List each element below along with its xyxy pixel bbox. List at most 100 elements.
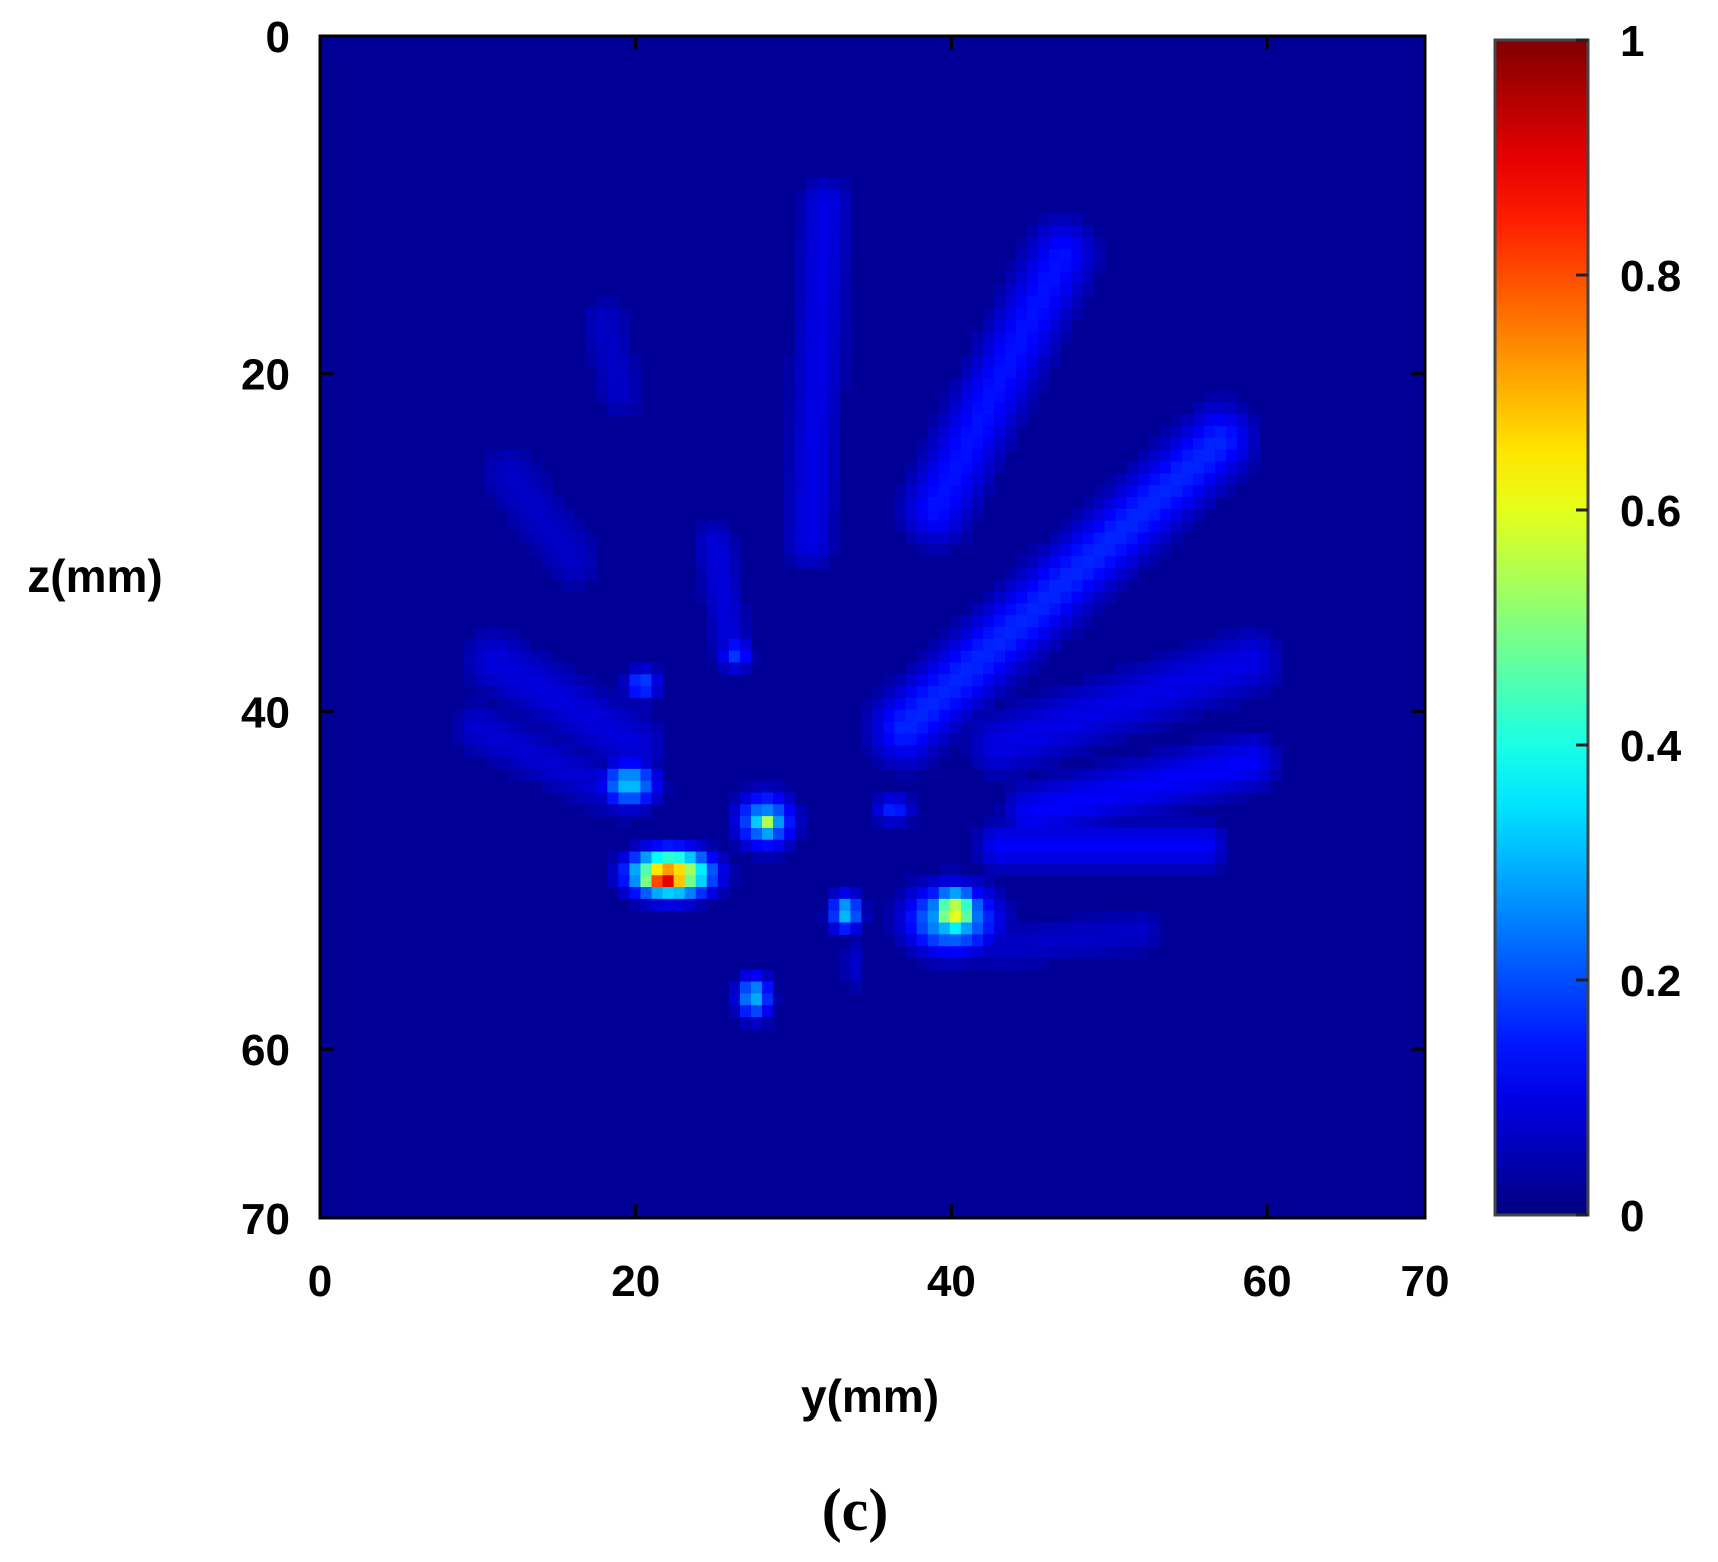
heat-cell: [994, 627, 1006, 640]
heat-cell: [629, 851, 642, 864]
heat-cell: [640, 662, 653, 675]
heat-cell: [1049, 851, 1061, 864]
heat-cell: [784, 449, 796, 463]
heat-cell: [596, 366, 608, 380]
heat-cell: [695, 556, 708, 569]
heat-cell: [1005, 378, 1017, 392]
x-axis-ticks: 0 20 40 60 70: [308, 36, 1449, 1306]
heat-cell: [1071, 745, 1084, 758]
heat-cell: [960, 390, 973, 404]
heat-cell: [1082, 567, 1095, 581]
heat-cell: [717, 556, 730, 569]
heat-cell: [1115, 934, 1128, 947]
heat-cell: [1226, 674, 1238, 687]
heat-cell: [1093, 579, 1106, 593]
heat-cell: [1027, 556, 1039, 569]
heat-cell: [1027, 402, 1039, 415]
heat-cell: [971, 638, 984, 652]
heat-cell: [529, 508, 542, 522]
heat-cell: [938, 496, 951, 510]
heat-cell: [695, 839, 708, 853]
heat-cell: [1192, 851, 1205, 864]
heat-cell: [651, 757, 664, 770]
heat-cell: [717, 544, 730, 557]
heat-cell: [916, 520, 929, 534]
heat-cell: [1049, 627, 1061, 640]
heat-cell: [640, 697, 653, 711]
heat-cell: [463, 650, 476, 664]
heat-cell: [518, 508, 531, 522]
heat-cell: [1159, 426, 1172, 439]
heat-cell: [640, 745, 653, 758]
heat-cell: [618, 697, 630, 711]
heat-cell: [1005, 957, 1017, 971]
heat-cell: [1104, 532, 1117, 545]
heat-cell: [949, 875, 962, 888]
heat-cell: [994, 887, 1006, 900]
heat-cell: [1181, 508, 1194, 522]
heat-cell: [596, 780, 608, 794]
heat-cell: [883, 709, 896, 723]
heat-cell: [784, 355, 796, 368]
heat-cell: [784, 827, 796, 841]
heat-cell: [1082, 284, 1095, 297]
heat-cell: [1071, 213, 1084, 226]
heat-cell: [574, 733, 586, 746]
heat-cell: [1060, 591, 1072, 604]
heat-cell: [905, 934, 918, 947]
heat-cell: [806, 402, 818, 415]
heat-cell: [949, 508, 962, 522]
heat-cell: [1082, 556, 1095, 569]
heat-cell: [695, 567, 708, 581]
heat-cell: [717, 591, 730, 604]
heat-cell: [916, 745, 929, 758]
heat-cell: [607, 343, 619, 356]
heat-cell: [905, 674, 918, 687]
heat-cell: [541, 544, 553, 557]
heat-cell: [1259, 650, 1271, 664]
heat-cell: [905, 757, 918, 770]
heat-cell: [916, 532, 929, 545]
heat-cell: [485, 627, 498, 640]
heat-cell: [949, 733, 962, 746]
heat-cell: [806, 355, 818, 368]
heat-cell: [728, 839, 741, 853]
heat-cell: [541, 532, 553, 545]
heat-cell: [1192, 650, 1205, 664]
heat-cell: [640, 839, 653, 853]
heat-cell: [1005, 307, 1017, 321]
heat-cell: [894, 898, 907, 912]
heat-cell: [607, 768, 619, 782]
heat-cell: [927, 414, 940, 427]
heat-cell: [739, 981, 752, 995]
heat-cell: [750, 780, 763, 794]
heat-cell: [1082, 591, 1095, 604]
heat-cell: [1016, 662, 1028, 675]
heat-cell: [994, 804, 1006, 817]
heat-cell: [496, 485, 509, 498]
heat-cell: [596, 319, 608, 333]
heat-cell: [717, 875, 730, 888]
heat-cell: [1215, 662, 1227, 675]
heat-cell: [795, 248, 807, 262]
heat-cell: [1104, 934, 1117, 947]
colorbar-tick-label: 0.8: [1620, 252, 1681, 301]
heat-cell: [938, 390, 951, 404]
heat-cell: [1148, 851, 1161, 864]
heat-cell: [949, 461, 962, 474]
heat-cell: [1204, 827, 1216, 841]
heat-cell: [1027, 709, 1039, 723]
heat-cell: [806, 449, 818, 463]
heat-cell: [585, 757, 597, 770]
heat-cell: [518, 662, 531, 675]
heat-cell: [1027, 697, 1039, 711]
heat-cell: [529, 686, 542, 699]
heat-cell: [971, 437, 984, 451]
heat-cell: [1126, 721, 1139, 734]
heat-cell: [1126, 674, 1139, 687]
heat-cell: [971, 355, 984, 368]
heat-cell: [784, 792, 796, 805]
heat-cell: [507, 686, 520, 699]
heat-cell: [629, 390, 642, 404]
heat-cell: [1005, 910, 1017, 924]
